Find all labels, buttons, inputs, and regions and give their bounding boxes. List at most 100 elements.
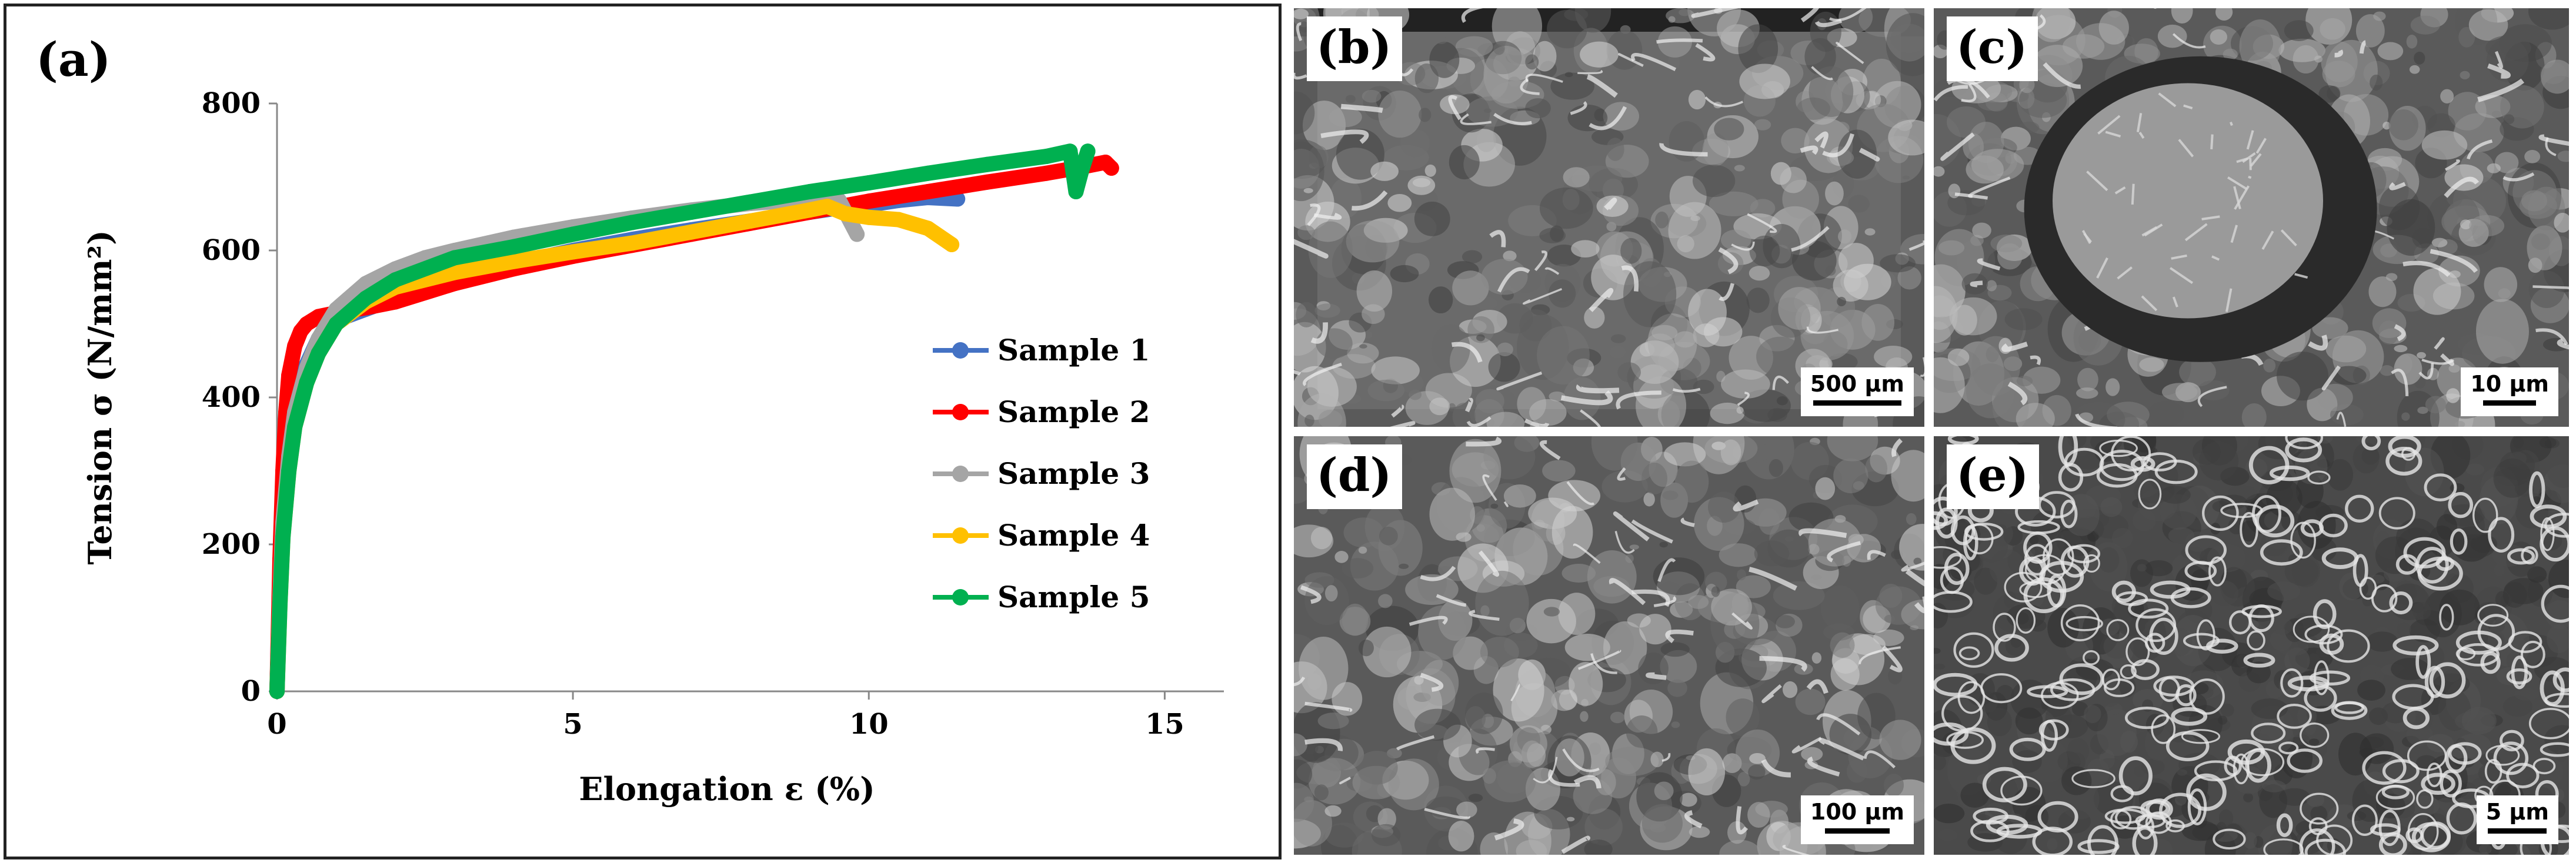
y-axis-label: Tension σ (N/mm²) — [81, 230, 119, 564]
data-point-sample-4 — [819, 199, 835, 214]
legend-marker-sample-4 — [952, 527, 969, 544]
data-point-sample-5 — [358, 290, 373, 306]
data-point-sample-2 — [1103, 160, 1119, 176]
fracture-texture-b — [1294, 8, 1924, 427]
data-point-sample-4 — [683, 224, 699, 240]
sem-image-e: (e) 5 µm — [1934, 436, 2569, 855]
data-point-sample-4 — [944, 237, 960, 252]
scale-bar-line-d — [1824, 828, 1890, 834]
legend-label-sample-1: Sample 1 — [997, 333, 1150, 367]
data-point-sample-4 — [861, 209, 877, 225]
scale-bar-label-c: 10 µm — [2470, 371, 2549, 397]
data-point-sample-5 — [506, 239, 522, 255]
x-axis-label: Elongation ε (%) — [579, 770, 875, 808]
scale-bar-label-b: 500 µm — [1810, 371, 1904, 397]
data-point-sample-5 — [1068, 184, 1084, 199]
data-point-sample-5 — [979, 156, 995, 172]
legend-label-sample-2: Sample 2 — [997, 394, 1150, 429]
y-tick-label: 600 — [202, 234, 261, 267]
data-point-sample-5 — [565, 226, 581, 242]
fracture-texture-c — [1934, 8, 2569, 427]
series-sample-1 — [269, 190, 966, 699]
scale-bar-e: 5 µm — [2476, 795, 2558, 844]
sem-image-b: (b) 500 µm — [1294, 8, 1924, 427]
y-tick-label: 0 — [241, 675, 261, 708]
legend-marker-sample-5 — [952, 589, 969, 606]
data-point-sample-4 — [743, 213, 758, 229]
fracture-texture-e — [1934, 436, 2569, 855]
series-line-sample-3 — [269, 191, 865, 699]
data-point-sample-2 — [979, 174, 995, 190]
data-point-sample-5 — [328, 316, 344, 332]
data-point-sample-2 — [861, 193, 877, 209]
panel-label-a: (a) — [36, 32, 111, 87]
legend-marker-sample-3 — [952, 466, 969, 482]
panel-label-e: (e) — [1947, 444, 2040, 509]
data-point-sample-3 — [849, 226, 865, 242]
data-point-sample-5 — [311, 346, 326, 361]
series-sample-3 — [269, 191, 865, 699]
data-point-sample-4 — [506, 253, 522, 269]
scale-bar-b: 500 µm — [1800, 367, 1914, 416]
data-point-sample-2 — [287, 338, 303, 354]
y-tick-label: 200 — [202, 528, 261, 561]
data-point-sample-2 — [1039, 165, 1055, 181]
data-point-sample-5 — [802, 184, 817, 199]
scale-bar-line-c — [2483, 400, 2537, 406]
data-point-sample-4 — [565, 244, 581, 260]
x-tick-label: 10 — [849, 708, 889, 741]
scale-bar-line-b — [1813, 400, 1901, 406]
scale-bar-line-e — [2488, 828, 2547, 834]
legend-item-sample-5: Sample 5 — [933, 580, 1150, 614]
scale-bar-label-e: 5 µm — [2485, 799, 2549, 825]
data-point-sample-5 — [1080, 143, 1096, 159]
x-tick-label: 0 — [267, 708, 286, 741]
data-point-sample-5 — [446, 250, 462, 266]
legend-label-sample-5: Sample 5 — [997, 580, 1150, 614]
legend-label-sample-3: Sample 3 — [997, 456, 1150, 491]
data-point-sample-5 — [281, 463, 297, 479]
panel-label-d: (d) — [1307, 444, 1403, 509]
data-point-sample-5 — [275, 529, 291, 545]
legend-item-sample-4: Sample 4 — [933, 518, 1150, 553]
legend-item-sample-2: Sample 2 — [933, 394, 1150, 429]
data-point-sample-5 — [683, 205, 699, 220]
scale-bar-d: 100 µm — [1800, 795, 1914, 844]
data-point-sample-5 — [287, 419, 303, 434]
data-point-sample-5 — [1062, 143, 1078, 159]
data-point-sample-5 — [861, 175, 877, 190]
panel-label-b: (b) — [1307, 16, 1403, 81]
series-line-sample-2 — [269, 155, 1119, 699]
data-point-sample-2 — [281, 367, 297, 383]
data-point-sample-4 — [837, 206, 853, 222]
data-point-sample-4 — [890, 212, 906, 228]
legend-item-sample-1: Sample 1 — [933, 333, 1150, 367]
data-point-sample-5 — [269, 684, 285, 699]
x-tick-label: 15 — [1145, 708, 1184, 741]
data-point-sample-4 — [624, 235, 640, 251]
legend-label-sample-4: Sample 4 — [997, 518, 1150, 553]
x-tick-label: 5 — [563, 708, 582, 741]
legend-marker-sample-2 — [952, 404, 969, 420]
stress-strain-chart: Sample 1 Sample 2 Sample 3 Sample 4 Sample 5… — [36, 32, 1224, 808]
y-tick-label: 800 — [202, 87, 261, 120]
data-point-sample-2 — [388, 294, 403, 310]
y-tick-label: 400 — [202, 381, 261, 414]
data-point-sample-2 — [299, 316, 315, 332]
data-point-sample-5 — [624, 215, 640, 230]
sem-image-d: (d) 100 µm — [1294, 436, 1924, 855]
scale-bar-c: 10 µm — [2461, 367, 2558, 416]
legend-marker-sample-1 — [952, 342, 969, 359]
data-point-sample-4 — [446, 265, 462, 280]
data-point-sample-4 — [802, 202, 817, 218]
data-point-sample-5 — [1074, 162, 1090, 178]
data-point-sample-5 — [388, 272, 403, 287]
sem-image-c: (c) 10 µm — [1934, 8, 2569, 427]
data-point-sample-5 — [743, 194, 758, 210]
series-sample-5 — [269, 143, 1096, 699]
data-point-sample-5 — [272, 596, 288, 611]
data-point-sample-4 — [920, 220, 936, 236]
data-point-sample-2 — [920, 184, 936, 199]
chart-panel: Sample 1 Sample 2 Sample 3 Sample 4 Sample 5… — [4, 4, 1282, 859]
data-point-sample-5 — [920, 165, 936, 181]
